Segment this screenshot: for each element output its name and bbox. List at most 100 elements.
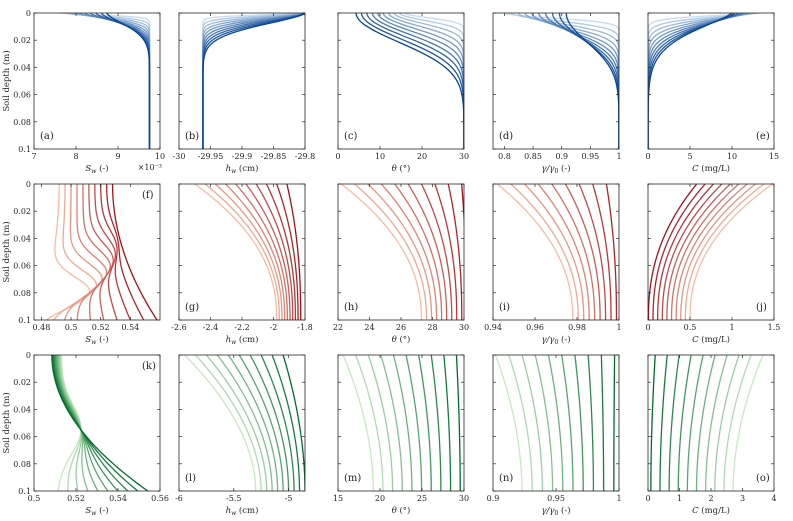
- x-axis-label-sub: w: [91, 339, 97, 346]
- x-tick-label: 0.52: [92, 323, 110, 332]
- series-line-4: [648, 13, 752, 149]
- x-tick-label: 22: [333, 323, 343, 332]
- x-axis-label: hw (cm): [226, 334, 259, 346]
- x-tick-label: 0.95: [581, 152, 599, 161]
- series-line-3: [714, 355, 740, 491]
- panel-g: -2.6 -2.4 -2.2 -2 -1.8 hw (cm) (g): [171, 183, 313, 346]
- series-line-8: [648, 13, 739, 149]
- series-line-3: [517, 13, 619, 149]
- x-tick-label: 1: [729, 323, 734, 332]
- x-tick-label: 0.94: [484, 323, 502, 332]
- x-tick-label: 24: [364, 323, 374, 332]
- x-axis-label-sub: w: [231, 168, 237, 175]
- panel-label: (a): [40, 131, 54, 142]
- series-line-9: [558, 13, 619, 149]
- series-line-6: [377, 13, 464, 149]
- x-tick-label: -30: [173, 152, 186, 161]
- series-line-5: [227, 355, 279, 491]
- x-tick-label: 25: [417, 494, 427, 503]
- series-line-4: [534, 355, 554, 491]
- x-axis-label-main: h: [226, 506, 231, 516]
- y-tick-label: 0.06: [13, 433, 31, 442]
- y-tick-label: 0.1: [18, 145, 31, 154]
- series-line-4: [380, 184, 438, 320]
- series-line-6: [564, 184, 601, 320]
- series-line-3: [680, 184, 756, 320]
- series-line-7: [249, 355, 290, 491]
- x-axis-label-sub: w: [231, 339, 237, 346]
- x-tick-label: -2.2: [234, 323, 249, 332]
- series-line-7: [202, 13, 305, 149]
- x-axis-label-main: θ: [392, 506, 397, 516]
- series-line-2: [508, 355, 533, 491]
- series-line-9: [105, 184, 145, 320]
- series-line-2: [204, 184, 280, 320]
- series-line-1: [202, 13, 305, 149]
- y-tick-label: 0.02: [13, 36, 31, 45]
- x-tick-label: 0.48: [33, 323, 51, 332]
- series-line-1: [194, 184, 278, 320]
- x-axis-label-rest: (-): [558, 505, 570, 516]
- x-tick-label: -2: [270, 323, 278, 332]
- x-tick-label: 1.5: [768, 323, 781, 332]
- x-tick-label: 1: [616, 152, 621, 161]
- series-line-1: [45, 184, 91, 320]
- panel-n: 0.9 0.95 1 γ/γ0 (-) (n): [487, 354, 622, 517]
- x-axis-label-sub: 0: [554, 168, 558, 175]
- y-tick-label: 0.02: [13, 378, 31, 387]
- series-line-9: [443, 355, 452, 491]
- series-line-2: [510, 13, 619, 149]
- x-axis-label-sub: w: [91, 168, 97, 175]
- series-line-5: [648, 13, 749, 149]
- x-axis-label: Sw (-): [85, 505, 108, 517]
- series-line-2: [194, 355, 262, 491]
- series-line-3: [648, 13, 755, 149]
- series-line-2: [355, 355, 384, 491]
- x-axis-label-rest: (°): [397, 163, 411, 174]
- series-line-8: [551, 13, 619, 149]
- series-group: [648, 13, 762, 149]
- series-group: [57, 13, 151, 149]
- x-axis-label: C (mg/L): [692, 334, 730, 345]
- series-line-1: [494, 355, 523, 491]
- series-line-2: [354, 184, 428, 320]
- series-line-7: [661, 184, 723, 320]
- series-line-5: [670, 184, 740, 320]
- x-tick-label: -1.8: [297, 323, 312, 332]
- series-line-8: [202, 13, 305, 149]
- x-axis-label-rest: (-): [558, 163, 570, 174]
- x-tick-label: 0: [335, 152, 340, 161]
- series-line-8: [668, 355, 680, 491]
- axes-box: [492, 183, 620, 321]
- x-axis-label: γ/γ0 (-): [541, 163, 570, 175]
- series-line-2: [202, 13, 305, 149]
- x-tick-label: 10: [155, 152, 165, 161]
- series-line-7: [417, 355, 432, 491]
- series-line-1: [496, 184, 574, 320]
- y-axis-label-row-2: Soil depth (m): [1, 221, 12, 282]
- series-line-10: [648, 13, 732, 149]
- x-axis-label-main: θ: [392, 164, 397, 174]
- y-tick-label: 0.08: [13, 460, 31, 469]
- x-tick-label: 3: [740, 494, 745, 503]
- series-line-9: [659, 355, 668, 491]
- series-line-4: [76, 184, 108, 320]
- panel-label: (n): [499, 473, 513, 484]
- series-line-6: [561, 355, 574, 491]
- series-group: [650, 355, 764, 491]
- x-tick-label: -6: [175, 494, 183, 503]
- x-tick-label: 0.54: [109, 494, 127, 503]
- series-line-8: [587, 355, 595, 491]
- x-tick-label: 20: [375, 494, 385, 503]
- x-axis-label-rest: (mg/L): [699, 334, 730, 345]
- x-tick-label: -5: [285, 494, 293, 503]
- series-group: [340, 184, 464, 320]
- series-line-10: [282, 355, 305, 491]
- series-line-1: [504, 13, 619, 149]
- panel-label: (i): [499, 302, 510, 313]
- y-tick-label: 0.1: [18, 487, 31, 496]
- series-line-8: [265, 184, 297, 320]
- series-line-8: [53, 355, 129, 491]
- x-tick-label: 7: [31, 152, 36, 161]
